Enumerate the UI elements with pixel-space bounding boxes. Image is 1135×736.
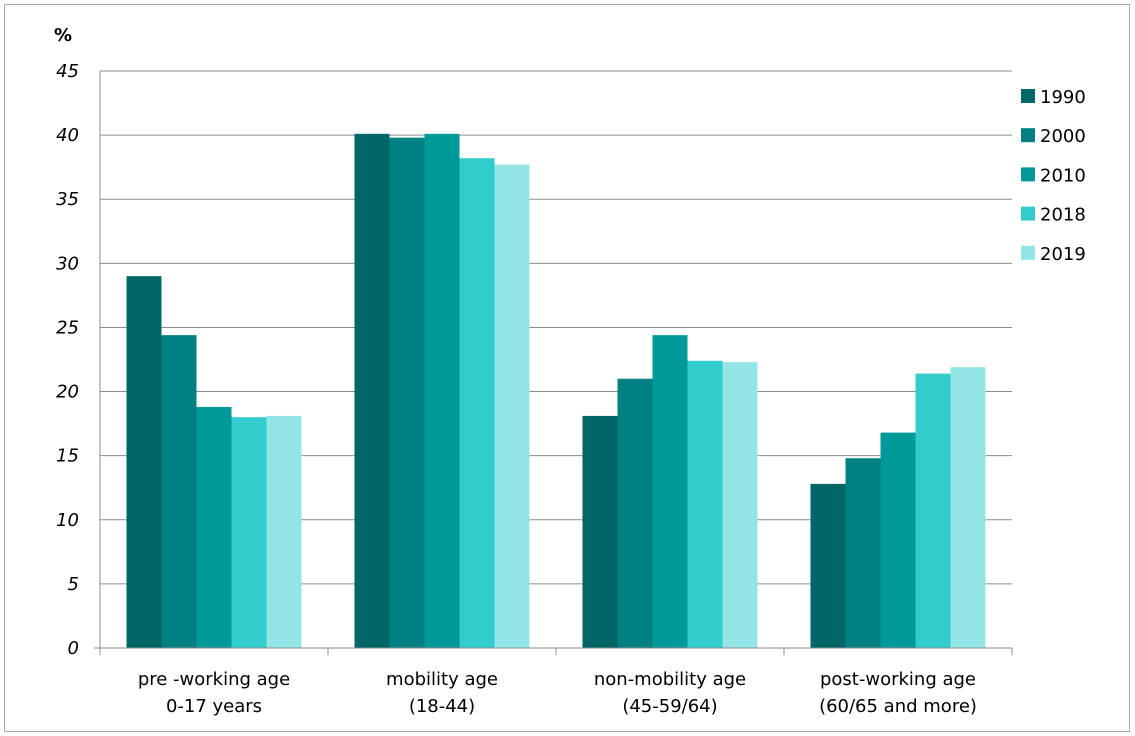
- y-tick-label: 15: [56, 446, 79, 467]
- y-tick-label: 40: [56, 125, 79, 146]
- legend-swatch-1990: [1021, 89, 1035, 103]
- bar-2000-cat-2: [389, 137, 425, 649]
- x-category-label: (18-44): [409, 696, 475, 717]
- legend-swatch-2019: [1021, 245, 1035, 260]
- bar-2019-cat-1: [266, 415, 302, 648]
- legend-label-1990: 1990: [1040, 87, 1086, 108]
- bar-2010-cat-1: [196, 406, 232, 648]
- legend-label-2019: 2019: [1040, 244, 1086, 265]
- y-tick-labels: 0 5 10 15 20 25 30 35 40 45: [56, 61, 79, 659]
- x-category-label: non-mobility age: [594, 669, 746, 690]
- bar-2018-cat-2: [459, 158, 495, 649]
- y-axis-unit-label: %: [54, 25, 72, 46]
- bar-1990-cat-1: [126, 276, 162, 648]
- y-tick-label: 35: [56, 189, 79, 210]
- x-category-label: post-working age: [820, 669, 976, 690]
- bar-2019-cat-2: [494, 164, 530, 648]
- bar-2010-cat-3: [652, 335, 688, 648]
- legend-swatch-2018: [1021, 206, 1035, 221]
- legend-label-2010: 2010: [1040, 165, 1086, 186]
- bar-2010-cat-4: [880, 432, 916, 648]
- bar-2010-cat-2: [424, 133, 460, 649]
- legend-swatch-2000: [1021, 128, 1035, 143]
- legend-label-2000: 2000: [1040, 126, 1086, 147]
- bar-2000-cat-4: [845, 458, 881, 648]
- x-category-label: 0-17 years: [166, 696, 262, 717]
- bar-1990-cat-3: [582, 415, 618, 648]
- bar-2019-cat-3: [722, 362, 758, 648]
- legend: 1990 2000 2010 2018 2019: [1021, 87, 1086, 265]
- y-tick-label: 45: [56, 61, 79, 82]
- y-tick-label: 30: [56, 253, 79, 274]
- axes: [94, 71, 1013, 655]
- bar-2018-cat-1: [231, 417, 267, 648]
- x-category-label: mobility age: [386, 669, 498, 690]
- x-category-label: pre -working age: [138, 669, 290, 690]
- bar-2019-cat-4: [950, 367, 986, 648]
- y-tick-label: 5: [68, 574, 79, 595]
- x-category-label: (60/65 and more): [819, 696, 977, 717]
- y-tick-label: 10: [56, 510, 79, 531]
- bar-1990-cat-4: [810, 483, 846, 648]
- y-tick-label: 25: [56, 317, 79, 338]
- bar-2018-cat-4: [915, 373, 951, 648]
- bars: [126, 133, 986, 649]
- x-category-labels: pre -working age 0-17 years mobility age (1…: [138, 669, 977, 717]
- y-tick-label: 0: [68, 638, 79, 659]
- x-category-label: (45-59/64): [622, 696, 717, 717]
- legend-swatch-2010: [1021, 167, 1035, 182]
- bar-2018-cat-3: [687, 360, 723, 648]
- bar-2000-cat-3: [617, 378, 653, 648]
- bar-2000-cat-1: [161, 335, 197, 648]
- y-tick-label: 20: [56, 382, 79, 403]
- bar-1990-cat-2: [354, 133, 390, 649]
- legend-label-2018: 2018: [1040, 205, 1086, 226]
